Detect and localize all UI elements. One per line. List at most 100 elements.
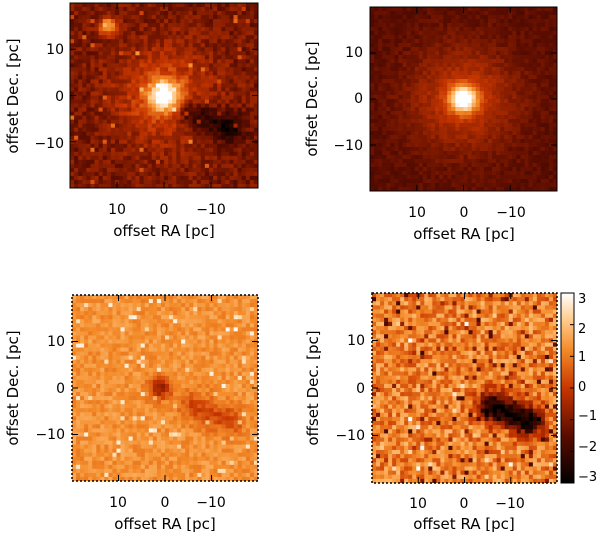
heatmap-cell [110,119,116,125]
heatmap-cell [217,351,223,357]
heatmap-cell [410,43,416,48]
heatmap-cell [253,43,258,48]
heatmap-cell [504,123,509,128]
heatmap-cell [127,15,132,20]
heatmap-cell [467,167,473,172]
heatmap-cell [90,83,96,89]
heatmap-cell [135,167,141,173]
heatmap-cell [552,127,557,132]
heatmap-cell [132,315,138,320]
heatmap-cell [496,39,501,44]
heatmap-cell [241,303,247,308]
heatmap-cell [451,51,456,56]
heatmap-cell [213,159,218,165]
heatmap-cell [382,51,387,56]
heatmap-cell [439,59,444,64]
heatmap-cell [459,55,465,60]
xtick-label: 0 [160,202,169,218]
heatmap-cell [374,95,379,100]
heatmap-cell [208,135,214,141]
heatmap-cell [528,187,534,191]
heatmap-cell [520,71,526,76]
heatmap-cell [140,347,146,353]
heatmap-cell [402,43,408,48]
heatmap-cell [94,183,100,188]
heatmap-cell [197,315,202,320]
heatmap-cell [516,123,522,128]
heatmap-cell [426,175,432,180]
heatmap-cell [237,115,243,121]
heatmap-cell [414,107,420,112]
heatmap-cell [532,167,538,172]
heatmap-cell [128,315,134,320]
heatmap-cell [143,31,149,36]
heatmap-cell [123,55,128,60]
heatmap-cell [241,179,247,185]
heatmap-cell [143,183,149,188]
heatmap-cell [467,23,473,28]
heatmap-cell [483,19,489,24]
heatmap-cell [475,19,481,24]
heatmap-cell [528,31,534,36]
heatmap-cell [386,147,391,152]
heatmap-cell [165,299,170,304]
heatmap-cell [225,67,230,72]
heatmap-cell [524,87,530,92]
heatmap-cell [532,19,538,24]
heatmap-cell [504,147,509,152]
heatmap-cell [106,155,112,161]
heatmap-cell [78,107,83,113]
heatmap-cell [176,183,181,188]
heatmap-cell [516,167,522,172]
heatmap-cell [176,7,181,12]
heatmap-cell [148,319,154,324]
heatmap-cell [106,83,112,89]
heatmap-cell [528,35,534,40]
heatmap-cell [241,351,247,357]
heatmap-cell [512,143,517,148]
heatmap-cell [164,127,169,133]
heatmap-cell [398,139,404,144]
heatmap-cell [159,143,165,149]
heatmap-cell [205,323,211,328]
heatmap-cell [540,79,546,84]
heatmap-cell [94,43,100,48]
heatmap-cell [253,131,258,137]
heatmap-cell [200,179,206,185]
heatmap-cell [435,31,440,36]
heatmap-cell [536,99,542,104]
heatmap-cell [114,95,120,101]
heatmap-cell [164,91,169,97]
heatmap-cell [110,103,116,109]
heatmap-cell [426,55,432,60]
heatmap-cell [90,155,96,161]
heatmap-cell [70,103,75,109]
heatmap-cell [414,83,420,88]
heatmap-cell [447,95,452,100]
heatmap-cell [414,127,420,132]
heatmap-cell [237,99,243,105]
heatmap-cell [110,59,116,64]
heatmap-cell [164,95,169,101]
heatmap-cell [487,99,493,104]
heatmap-cell [184,71,190,76]
heatmap-cell [213,67,218,72]
heatmap-cell [439,155,444,160]
heatmap-cell [378,135,383,140]
heatmap-cell [451,143,456,148]
heatmap-cell [70,135,75,141]
heatmap-cell [172,111,177,117]
heatmap-cell [386,187,391,191]
heatmap-cell [164,107,169,113]
heatmap-cell [197,307,202,312]
heatmap-cell [516,115,522,120]
heatmap-cell [204,55,210,60]
heatmap-cell [143,43,149,48]
heatmap-cell [123,83,128,89]
heatmap-cell [483,35,489,40]
heatmap-cell [552,67,557,72]
heatmap-cell [184,131,190,137]
heatmap-cell [418,63,424,68]
heatmap-cell [155,35,161,40]
heatmap-cell [213,183,218,188]
